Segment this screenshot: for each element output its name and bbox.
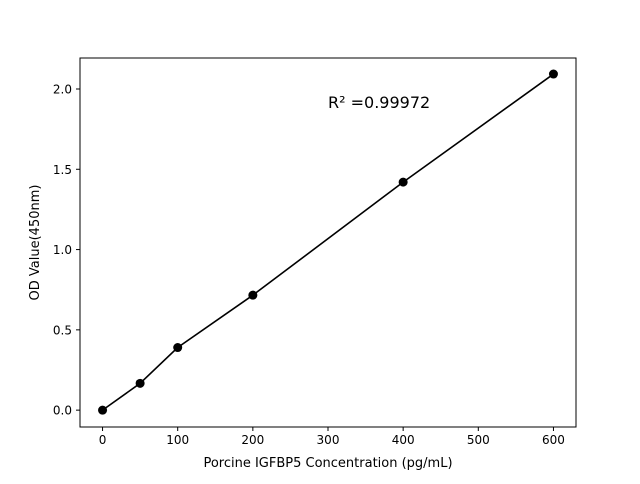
data-point xyxy=(98,405,108,415)
x-tick-label: 500 xyxy=(467,433,490,447)
y-axis: 0.0 0.5 1.0 1.5 2.0 xyxy=(53,82,80,418)
y-tick-label: 2.0 xyxy=(53,82,72,96)
y-tick-label: 1.5 xyxy=(53,163,72,177)
series-line xyxy=(102,73,554,411)
y-tick-label: 1.0 xyxy=(53,243,72,257)
series xyxy=(98,69,558,415)
y-axis-label: OD Value(450nm) xyxy=(28,185,43,301)
x-tick-label: 0 xyxy=(99,433,107,447)
y-tick-label: 0.5 xyxy=(53,323,72,337)
data-point xyxy=(135,378,145,388)
data-point xyxy=(548,69,558,79)
x-tick-label: 400 xyxy=(392,433,415,447)
x-tick-label: 200 xyxy=(241,433,264,447)
x-axis: 0 100 200 300 400 500 600 xyxy=(99,427,565,447)
x-tick-label: 100 xyxy=(166,433,189,447)
x-tick-label: 600 xyxy=(542,433,565,447)
x-tick-label: 300 xyxy=(317,433,340,447)
data-point xyxy=(173,343,183,353)
data-point xyxy=(398,177,408,187)
x-axis-label: Porcine IGFBP5 Concentration (pg/mL) xyxy=(203,456,452,471)
y-tick-label: 0.0 xyxy=(53,404,72,418)
annotation-r-squared: R² =0.99972 xyxy=(328,93,430,112)
data-point xyxy=(248,290,258,300)
plot-frame xyxy=(79,57,577,428)
